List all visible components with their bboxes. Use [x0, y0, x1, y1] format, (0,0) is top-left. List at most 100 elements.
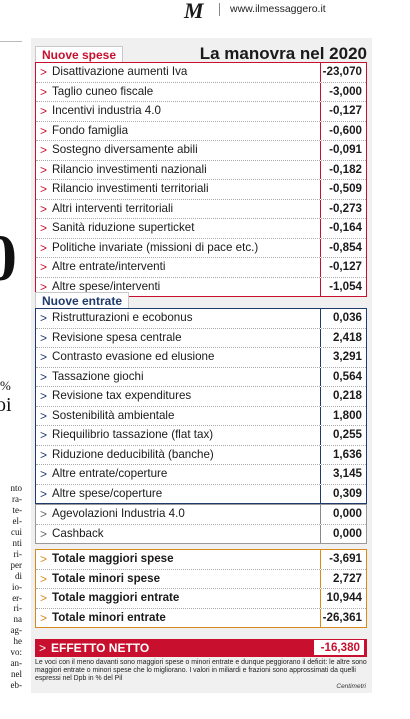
row-label: Ristrutturazioni e ecobonus [52, 311, 193, 324]
table-row: > Sanità riduzione superticket -0,164 [36, 219, 366, 239]
chevron-right-icon: > [40, 65, 48, 79]
fragment-text-line: nti [12, 537, 22, 548]
table-row: > Agevolazioni Industria 4.0 0,000 [36, 505, 366, 525]
spese-table: > Disattivazione aumenti Iva -23,070 > Tagli… [35, 62, 367, 297]
fragment-big-number: 0 [0, 222, 17, 295]
masthead-divider [219, 3, 220, 16]
chevron-right-icon: > [40, 591, 48, 605]
table-row: > Altre spese/coperture 0,309 [36, 484, 366, 503]
row-label: Rilancio investimenti territoriali [52, 182, 209, 195]
chevron-right-icon: > [40, 84, 48, 99]
website-url: www.ilmessaggero.it [230, 3, 326, 15]
table-row: > Altre entrate/interventi -0,127 [36, 258, 366, 278]
fragment-text-line: eb- [10, 680, 23, 691]
chevron-right-icon: > [40, 447, 48, 462]
table-row: > Revisione spesa centrale 2,418 [36, 328, 366, 348]
fragment-text-line: ag- [10, 625, 23, 636]
row-value: -0,091 [320, 141, 366, 160]
row-label: Altri interventi territoriali [52, 201, 174, 215]
fragment-text-line: he [13, 636, 23, 647]
chevron-right-icon: > [40, 552, 48, 566]
fragment-text-line: ri- [13, 548, 23, 559]
row-value: 3,145 [320, 465, 366, 484]
fragment-heading: oi [0, 394, 12, 416]
row-label: Altre spese/coperture [52, 486, 163, 500]
chevron-right-icon: > [40, 279, 48, 294]
row-label: Tassazione giochi [52, 369, 144, 383]
fragment-text-line: er- [12, 592, 22, 603]
fragment-text-line: di [14, 570, 22, 581]
row-label: Incentivi industria 4.0 [52, 104, 161, 117]
chevron-right-icon: > [39, 641, 47, 655]
row-value: -3,000 [320, 82, 366, 101]
newspaper-logo: M [184, 0, 204, 23]
spese-header: Nuove spese La manovra nel 2020 [31, 44, 372, 63]
fragment-text-line: te- [12, 504, 23, 515]
row-label: Riequilibrio tassazione (flat tax) [52, 428, 214, 441]
chevron-right-icon: > [40, 182, 48, 196]
fragment-text-line: na [13, 614, 23, 625]
row-value: 0,564 [320, 367, 366, 386]
entrate-table: > Ristrutturazioni e ecobonus 0,036 > Revisi… [35, 308, 367, 504]
credit: Centimetri [336, 683, 366, 690]
chevron-right-icon: > [40, 260, 48, 274]
chevron-right-icon: > [40, 104, 48, 118]
row-value: -0,182 [320, 160, 366, 179]
row-value: -1,054 [320, 277, 366, 296]
row-value: -3,691 [320, 550, 366, 569]
row-value: -0,164 [320, 219, 366, 238]
chevron-right-icon: > [40, 162, 48, 177]
row-value: 0,255 [320, 426, 366, 445]
effetto-netto-bar: > EFFETTO NETTO -16,380 [35, 639, 367, 657]
fragment-text-line: io- [12, 581, 22, 592]
row-label: Altre entrate/coperture [52, 467, 168, 480]
chevron-right-icon: > [40, 369, 48, 384]
row-label: Riduzione deducibilità (banche) [52, 447, 214, 461]
table-row: > Sostenibilità ambientale 1,800 [36, 406, 366, 426]
chevron-right-icon: > [40, 428, 48, 442]
chevron-right-icon: > [40, 486, 48, 501]
footnote: Le voci con il meno davanti sono maggior… [35, 659, 367, 682]
row-label: Taglio cuneo fiscale [52, 84, 154, 98]
chevron-right-icon: > [40, 330, 48, 345]
row-label: Disattivazione aumenti Iva [52, 65, 188, 78]
chevron-right-icon: > [40, 221, 48, 235]
table-row: > Incentivi industria 4.0 -0,127 [36, 102, 366, 122]
spese-tab: Nuove spese [35, 46, 124, 63]
row-value: -0,127 [320, 258, 366, 277]
chevron-right-icon: > [40, 311, 48, 325]
table-row: > Totale maggiori entrate 10,944 [36, 589, 366, 609]
row-label: Agevolazioni Industria 4.0 [52, 507, 185, 520]
table-row: > Totale minori entrate -26,361 [36, 608, 366, 627]
row-value: -0,600 [320, 121, 366, 140]
fragment-text-line: el- [12, 515, 23, 526]
table-row: > Totale minori spese 2,727 [36, 569, 366, 589]
row-value: 2,727 [320, 569, 366, 588]
row-label: Totale minori entrate [52, 610, 166, 624]
table-row: > Altri interventi territoriali -0,273 [36, 199, 366, 219]
row-value: 2,418 [320, 328, 366, 347]
row-label: Sostegno diversamente abili [52, 143, 198, 156]
entrate-tab: Nuove entrate [35, 292, 130, 309]
row-value: 1,636 [320, 445, 366, 464]
chevron-right-icon: > [40, 467, 48, 481]
infographic-panel: Nuove spese La manovra nel 2020 > Disatti… [31, 38, 372, 693]
agevolazioni-table: > Agevolazioni Industria 4.0 0,000 > Cashbac… [35, 504, 367, 544]
fragment-text-line: per [10, 559, 23, 570]
row-label: Revisione tax expenditures [52, 389, 192, 402]
row-label: Cashback [52, 526, 104, 540]
table-row: > Riequilibrio tassazione (flat tax) 0,255 [36, 426, 366, 446]
table-row: > Revisione tax expenditures 0,218 [36, 387, 366, 407]
table-row: > Altre entrate/coperture 3,145 [36, 465, 366, 485]
chevron-right-icon: > [40, 408, 48, 423]
row-value: -0,854 [320, 238, 366, 257]
chevron-right-icon: > [40, 507, 48, 521]
chevron-right-icon: > [40, 389, 48, 403]
table-row: > Taglio cuneo fiscale -3,000 [36, 82, 366, 102]
chevron-right-icon: > [40, 143, 48, 157]
row-label: Altre spese/interventi [52, 279, 161, 293]
table-row: > Fondo famiglia -0,600 [36, 121, 366, 141]
row-value: -0,127 [320, 102, 366, 121]
totali-table: > Totale maggiori spese -3,691 > Totale mino… [35, 549, 367, 628]
fragment-body-text: nto ra-te-el-cui nti ri-per di io-er-ri-na ag-… [0, 483, 22, 691]
